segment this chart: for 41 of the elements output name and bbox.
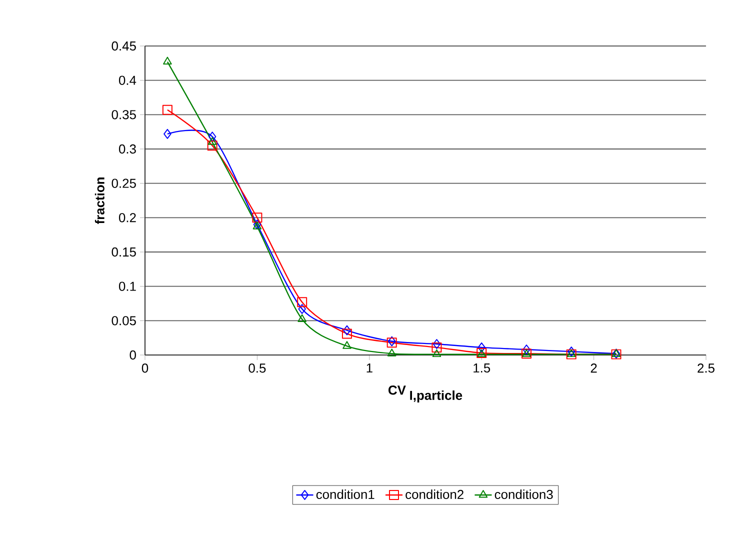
x-axis-title: $\textbf{CV}\;_{\textbf{I,particle}}$ [388,386,462,403]
x-tick-label: 1 [366,364,372,372]
legend-label: condition3 [494,490,553,500]
point [343,325,351,336]
point [298,314,306,322]
x-tick-label: 2.5 [698,364,714,373]
y-tick-label: 0.2 [118,213,136,222]
point [208,137,217,145]
y-tick-label: 0.35 [112,110,136,120]
x-tick-label: 0.5 [248,364,266,373]
point [432,342,442,352]
point [432,349,442,358]
y-tick-label: 0.1 [118,282,136,291]
point [342,341,352,349]
point [432,339,441,350]
y-tick-label: 0.45 [112,41,136,51]
point [342,328,352,339]
legend-label: condition2 [406,490,464,500]
point [162,104,172,115]
x-tick-label: 1.5 [474,364,490,373]
x-tick-label: 2 [590,364,597,373]
point [164,128,172,139]
point [207,140,218,151]
point [522,344,530,355]
point [208,132,216,142]
y-axis-title: fraction [94,178,104,224]
point [252,212,262,223]
point [567,346,576,357]
y-tick-label: 0.4 [118,76,136,85]
point [163,56,172,65]
point [387,348,396,356]
y-tick-label: 0 [130,350,136,360]
point [297,297,308,308]
legend-label: condition1 [316,490,374,500]
point [478,342,486,352]
y-tick-label: 0.25 [112,178,136,188]
y-tick-label: 0.05 [112,316,136,326]
point [298,304,306,314]
y-tick-label: 0.15 [112,247,136,257]
x-tick-label: 0 [142,364,148,373]
y-tick-label: 0.3 [118,144,136,154]
